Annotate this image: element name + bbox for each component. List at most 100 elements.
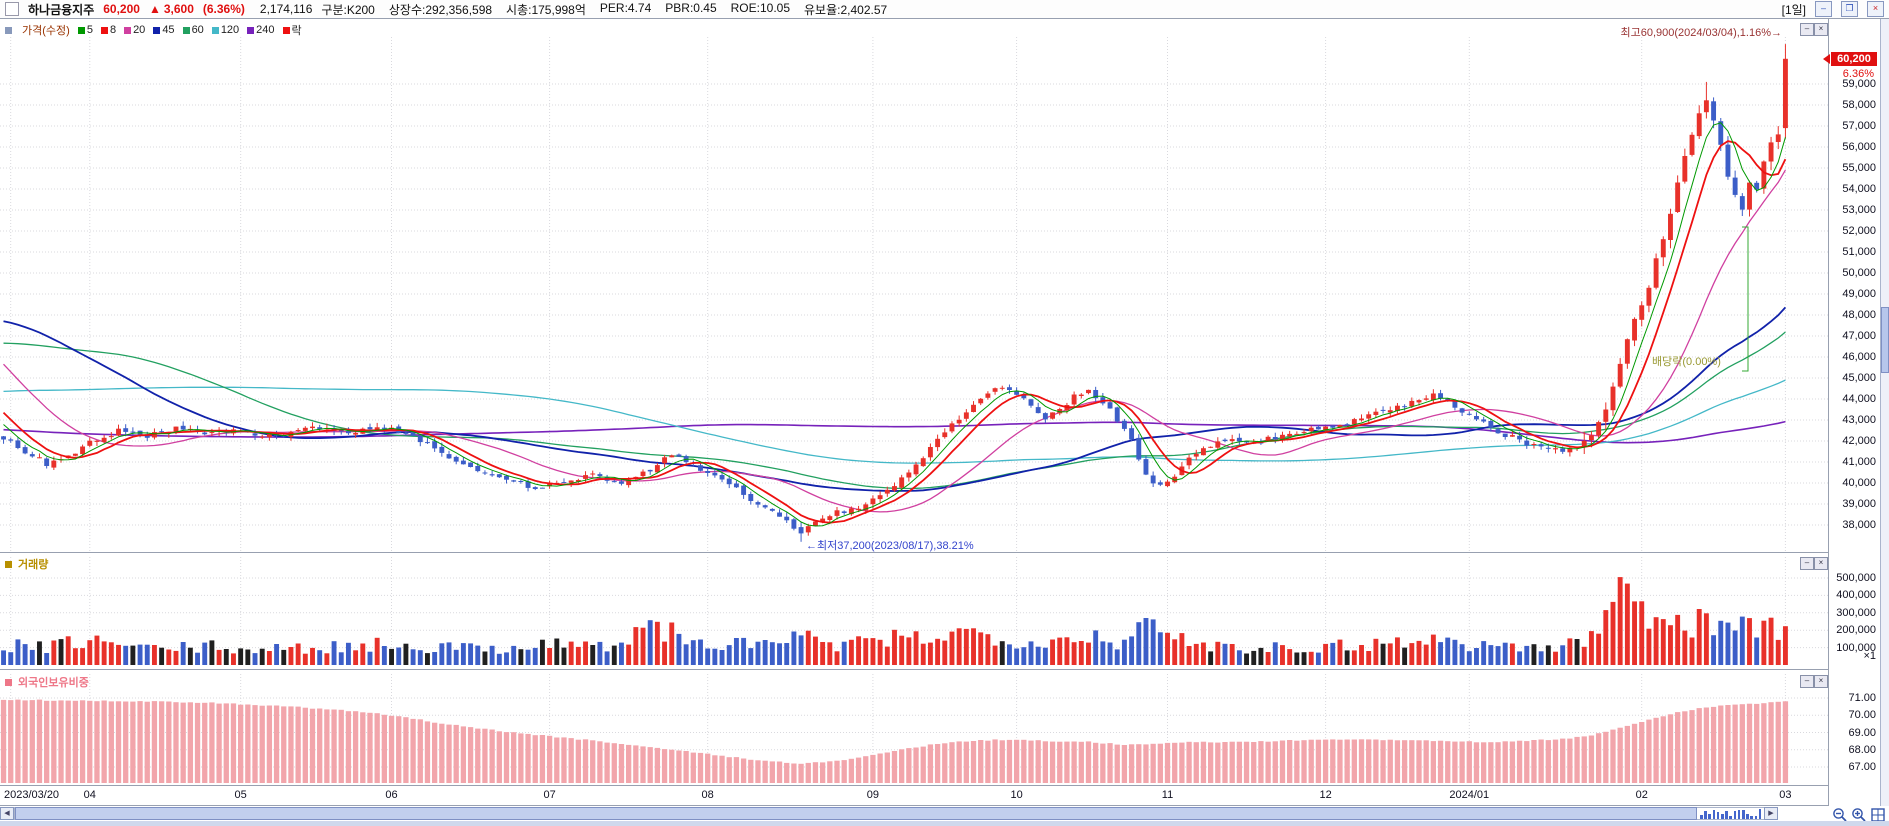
price-axis-label: 49,000 [1842, 288, 1876, 300]
mini-volume-bar [1754, 816, 1758, 819]
mini-volume-bar [1708, 813, 1711, 819]
period-label[interactable]: [1일] [1781, 2, 1806, 17]
header-stat: 상장수:292,356,598 [388, 2, 493, 17]
x-axis-label: 08 [701, 789, 714, 801]
zoom-in-icon[interactable] [1851, 807, 1867, 823]
vertical-scrollbar[interactable] [1880, 19, 1889, 806]
mini-volume-bar [1704, 810, 1707, 819]
price-axis-label: 40,000 [1842, 477, 1876, 489]
x-axis-label: 2023/03/20 [4, 789, 60, 801]
mini-volume-bar [1758, 809, 1762, 819]
mini-volume-bar [1746, 814, 1749, 819]
volume-axis-label: 100,000 [1836, 641, 1876, 654]
legend-color-icon [282, 26, 290, 34]
legend-color-icon [124, 26, 132, 34]
price-axis-label: 55,000 [1842, 162, 1876, 174]
foreign-axis-label: 67.00 [1848, 761, 1876, 773]
price-panel-minimize-button[interactable]: – [1800, 23, 1814, 36]
foreign-axis-label: 68.00 [1848, 743, 1876, 756]
mini-volume-bar [1733, 810, 1737, 819]
app-icon[interactable] [5, 2, 19, 16]
legend-title: 가격(수정) [22, 25, 70, 37]
legend-item: 120 [211, 22, 239, 38]
price-chart[interactable]: 최고60,900(2024/03/04),1.16%→ ←최저37,200(202… [0, 19, 1828, 552]
maximize-button[interactable]: ❐ [1841, 1, 1858, 17]
scroll-left-button[interactable]: ◀ [0, 807, 14, 820]
current-price-marker-icon [1823, 54, 1830, 64]
x-axis-label: 07 [543, 789, 556, 801]
current-price: 60,200 [103, 2, 140, 16]
vertical-scrollbar-thumb[interactable] [1881, 307, 1889, 373]
price-axis-label: 58,000 [1842, 99, 1876, 111]
foreign-axis-label: 70.00 [1848, 709, 1876, 722]
time-axis[interactable]: 2023/03/20 04 05 06 07 08 09 10 11 12 2024/01 02 03 [0, 787, 1828, 805]
stock-stats: 구분:K200 상장수:292,356,598 시총:175,998억 PER:4.7… [321, 1, 887, 18]
minimize-button[interactable]: – [1815, 1, 1832, 17]
x-axis-label: 05 [234, 789, 247, 801]
x-axis-label: 2024/01 [1449, 789, 1490, 801]
legend-item: 5 [77, 22, 93, 38]
header-stat: 시총:175,998억 [506, 2, 586, 17]
mini-volume-bar [1716, 811, 1720, 819]
scroll-right-button[interactable]: ▶ [1764, 807, 1778, 820]
foreign-ownership-chart[interactable] [0, 670, 1828, 785]
price-axis-label: 47,000 [1842, 330, 1876, 342]
chart-scrollbar[interactable]: ◀ ▶ [0, 806, 1828, 821]
foreign-panel-minimize-button[interactable]: – [1800, 675, 1814, 688]
foreign-panel-icon [5, 678, 12, 686]
volume-axis-label: 300,000 [1836, 606, 1876, 619]
legend-color-icon [153, 26, 161, 34]
volume-axis-label: 200,000 [1836, 624, 1876, 637]
mini-volume-bar [1742, 809, 1745, 819]
current-price-badge: 60,200 [1831, 52, 1877, 66]
price-axis-label: 50,000 [1842, 267, 1876, 279]
zoom-out-icon[interactable] [1832, 807, 1848, 823]
foreign-panel-close-button[interactable]: × [1814, 675, 1828, 688]
price-axis-label: 39,000 [1842, 498, 1876, 510]
price-axis[interactable]: 60,200 6.36% 59,000 58,000 57,000 56,000 55,… [1823, 19, 1880, 552]
header-stat: 유보율:2,402.57 [804, 2, 888, 17]
price-axis-label: 59,000 [1842, 78, 1876, 90]
foreign-axis-label: 69.00 [1848, 726, 1876, 739]
legend-color-icon [77, 26, 85, 34]
volume-panel-minimize-button[interactable]: – [1800, 557, 1814, 570]
current-change-percent: 6.36% [1842, 68, 1874, 80]
mini-volume-bar [1700, 815, 1703, 819]
legend-items: 5 8 20 45 60 120 240 락 [77, 22, 302, 38]
header-stat: ROE:10.05 [730, 0, 791, 15]
volume-axis[interactable]: ×1 500,000 400,000 300,000 200,000 100,000 [1828, 553, 1880, 669]
x-axis-label: 04 [83, 789, 96, 801]
x-axis-label: 09 [866, 789, 880, 801]
ma-legend: 가격(수정) 5 8 20 45 60 120 240 락 [5, 22, 302, 38]
mini-volume-bar [1721, 813, 1724, 819]
x-axis-label: 06 [385, 789, 398, 801]
close-button[interactable]: × [1867, 1, 1884, 17]
x-axis-label: 11 [1161, 789, 1174, 801]
price-axis-label: 41,000 [1842, 456, 1876, 468]
x-axis-label: 10 [1010, 789, 1023, 801]
legend-item: 60 [182, 22, 204, 38]
price-axis-label: 56,000 [1842, 141, 1876, 153]
scrollbar-thumb[interactable] [15, 807, 1697, 820]
price-axis-label: 51,000 [1842, 246, 1876, 258]
price-panel-close-button[interactable]: × [1814, 23, 1828, 36]
price-axis-label: 52,000 [1842, 225, 1876, 237]
foreign-panel-title: 외국인보유비중 [18, 677, 89, 689]
legend-item: 45 [153, 22, 175, 38]
price-axis-label: 45,000 [1842, 372, 1876, 384]
price-change: 3,600 [163, 2, 194, 16]
volume-panel-close-button[interactable]: × [1814, 557, 1828, 570]
window-bottom-strip [0, 821, 1889, 826]
mini-volume-bar [1729, 815, 1732, 819]
legend-item: 20 [124, 22, 145, 38]
legend-item: 락 [282, 22, 302, 38]
price-axis-label: 43,000 [1842, 414, 1876, 426]
ma-120-line [3, 379, 1786, 464]
price-axis-label: 42,000 [1842, 435, 1876, 447]
legend-color-icon [247, 26, 255, 34]
mini-volume-bar [1750, 816, 1753, 819]
volume-unit-label: ×1 [1863, 650, 1876, 662]
volume-chart[interactable] [0, 553, 1828, 669]
volume-axis-label: 500,000 [1836, 572, 1876, 584]
foreign-axis[interactable]: 71.00 70.00 69.00 68.00 67.00 [1828, 670, 1880, 785]
